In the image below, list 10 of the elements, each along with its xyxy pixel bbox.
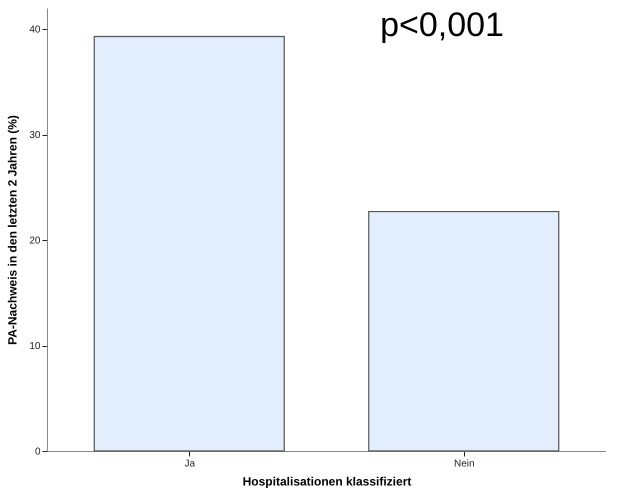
x-tick-label: Ja [184,458,196,470]
y-tick-label: 0 [34,446,41,458]
x-axis-title: Hospitalisationen klassifiziert [242,474,412,488]
y-axis-title: PA-Nachweis in den letzten 2 Jahren (%) [5,115,20,345]
x-tick-label: Nein [454,458,475,470]
annotation: p<0,001 [380,6,504,44]
y-tick-label: 30 [29,130,41,142]
y-tick-label: 10 [29,341,41,352]
y-tick-label: 20 [29,236,41,247]
y-tick-label: 40 [29,24,41,36]
